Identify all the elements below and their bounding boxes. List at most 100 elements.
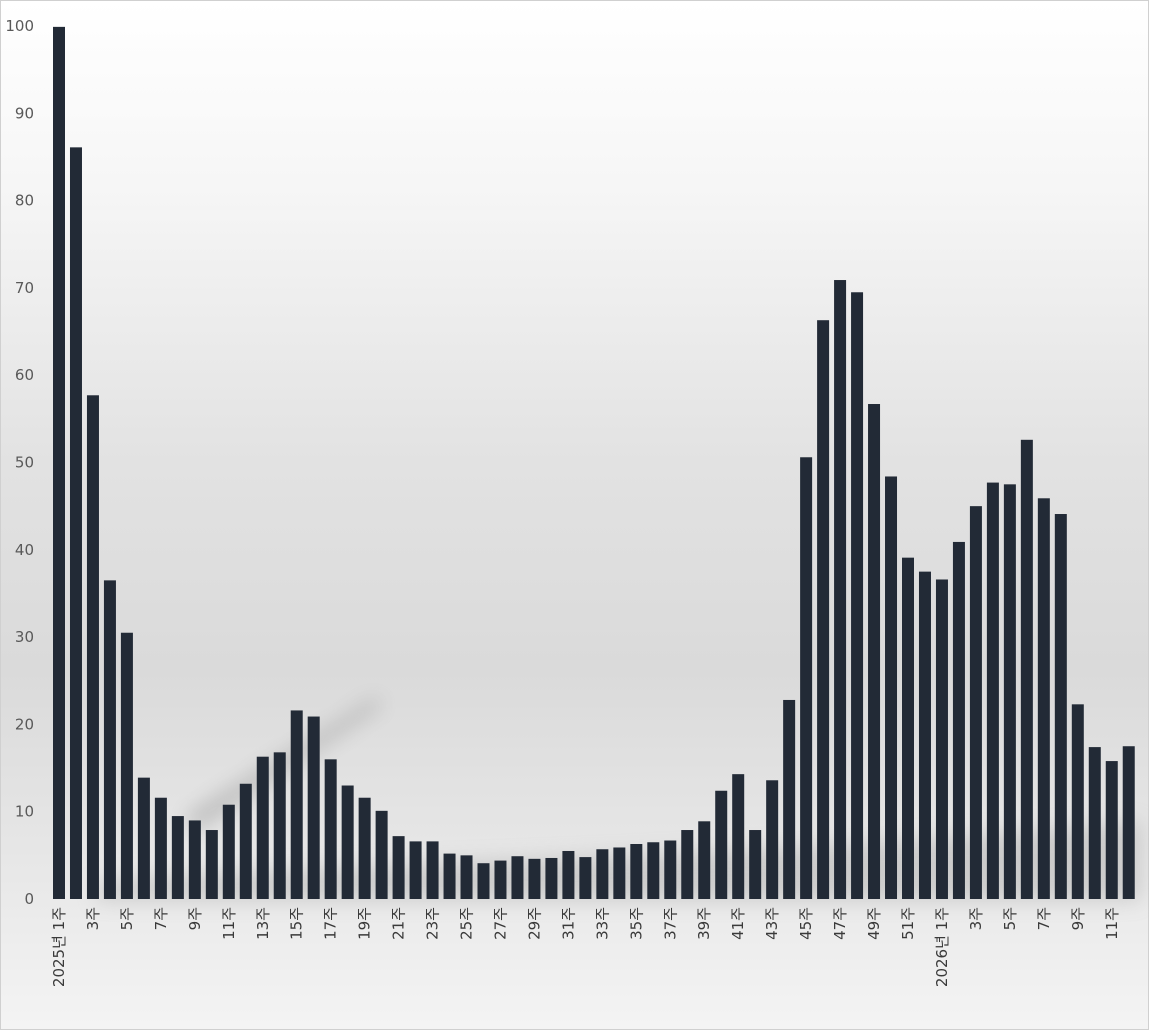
x-tick-label: 15주 bbox=[288, 907, 306, 940]
y-tick-label: 10 bbox=[15, 803, 34, 821]
bar bbox=[528, 858, 541, 899]
y-tick-label: 20 bbox=[15, 715, 34, 733]
x-tick-label: 35주 bbox=[627, 907, 645, 940]
x-tick-label: 51주 bbox=[899, 907, 917, 940]
x-tick-label: 3주 bbox=[967, 907, 985, 930]
x-tick-label: 13주 bbox=[254, 907, 272, 940]
x-tick-label: 5주 bbox=[118, 907, 136, 930]
bar bbox=[137, 777, 150, 899]
bar bbox=[783, 699, 796, 899]
x-tick-label: 9주 bbox=[1069, 907, 1087, 930]
bar bbox=[1071, 704, 1084, 899]
bar bbox=[443, 853, 456, 899]
x-tick-label: 29주 bbox=[525, 907, 543, 940]
bar bbox=[902, 557, 914, 899]
bar bbox=[103, 580, 116, 899]
x-tick-label: 49주 bbox=[865, 907, 883, 940]
bar bbox=[511, 856, 524, 899]
y-tick-label: 30 bbox=[15, 628, 34, 646]
bar bbox=[935, 579, 948, 899]
bar bbox=[120, 632, 133, 899]
bar bbox=[664, 840, 677, 899]
x-tick-label: 2026년 1주 bbox=[933, 907, 951, 987]
x-tick-label: 7주 bbox=[1035, 907, 1053, 930]
bar bbox=[222, 804, 235, 899]
bar bbox=[868, 404, 881, 899]
bar bbox=[986, 482, 999, 899]
bar bbox=[256, 756, 269, 899]
bar bbox=[545, 857, 558, 899]
y-axis: 0 10 20 30 40 50 60 70 80 90 100 bbox=[5, 17, 34, 908]
bar bbox=[969, 506, 982, 899]
y-tick-label: 100 bbox=[5, 17, 34, 35]
x-tick-label: 2025년 1주 bbox=[50, 907, 68, 987]
bar bbox=[647, 842, 660, 899]
bar bbox=[477, 863, 490, 899]
x-tick-label: 17주 bbox=[322, 907, 340, 940]
bar bbox=[817, 320, 830, 899]
x-tick-label: 11주 bbox=[220, 907, 238, 940]
bar bbox=[613, 847, 626, 899]
y-tick-label: 0 bbox=[24, 890, 34, 908]
y-tick-label: 40 bbox=[15, 541, 34, 559]
x-axis: 2025년 1주 3주 5주 7주 9주 11주 13주 15주 17주 19주 21주 23주 25주… bbox=[50, 907, 1121, 987]
bar bbox=[918, 571, 931, 900]
bar bbox=[562, 850, 575, 899]
bar bbox=[392, 836, 405, 899]
bar bbox=[205, 830, 218, 899]
bar bbox=[630, 844, 643, 899]
bar bbox=[375, 810, 388, 899]
bar bbox=[1054, 514, 1067, 899]
x-tick-label: 11주 bbox=[1103, 907, 1121, 940]
x-tick-label: 9주 bbox=[186, 907, 204, 930]
y-tick-label: 50 bbox=[15, 454, 34, 472]
bar bbox=[834, 280, 847, 899]
bar bbox=[69, 147, 82, 900]
bar bbox=[409, 841, 422, 899]
x-tick-label: 47주 bbox=[831, 907, 849, 940]
bar bbox=[307, 716, 320, 899]
bar bbox=[698, 821, 711, 899]
x-tick-label: 23주 bbox=[424, 907, 442, 940]
bar bbox=[324, 759, 337, 899]
x-tick-label: 7주 bbox=[152, 907, 170, 930]
bar bbox=[494, 860, 507, 899]
bar bbox=[766, 780, 779, 899]
x-tick-label: 33주 bbox=[593, 907, 611, 940]
bar bbox=[53, 26, 65, 900]
x-tick-label: 41주 bbox=[729, 907, 747, 940]
bar bbox=[851, 292, 864, 899]
bar bbox=[596, 849, 609, 899]
y-tick-label: 80 bbox=[15, 192, 34, 210]
bar bbox=[749, 830, 762, 899]
bar bbox=[1105, 761, 1118, 899]
bar-series bbox=[53, 26, 1135, 900]
x-tick-label: 31주 bbox=[559, 907, 577, 940]
x-tick-label: 27주 bbox=[491, 907, 509, 940]
x-tick-label: 37주 bbox=[661, 907, 679, 940]
bar bbox=[732, 774, 745, 899]
bar bbox=[1020, 439, 1033, 899]
bar bbox=[341, 785, 354, 899]
bar bbox=[188, 820, 201, 899]
x-tick-label: 39주 bbox=[695, 907, 713, 940]
bar bbox=[358, 797, 371, 899]
bar bbox=[426, 841, 439, 899]
bar bbox=[1122, 746, 1135, 899]
x-tick-label: 3주 bbox=[84, 907, 102, 930]
x-tick-label: 21주 bbox=[390, 907, 408, 940]
bar bbox=[800, 457, 813, 899]
bar bbox=[1088, 747, 1101, 899]
bar bbox=[239, 783, 252, 899]
x-tick-label: 43주 bbox=[763, 907, 781, 940]
bar bbox=[952, 541, 965, 899]
bar bbox=[579, 857, 592, 899]
bar bbox=[1037, 498, 1050, 899]
bar bbox=[86, 395, 99, 899]
x-tick-label: 45주 bbox=[797, 907, 815, 940]
x-tick-label: 25주 bbox=[458, 907, 476, 940]
y-tick-label: 70 bbox=[15, 279, 34, 297]
y-tick-label: 90 bbox=[15, 104, 34, 122]
